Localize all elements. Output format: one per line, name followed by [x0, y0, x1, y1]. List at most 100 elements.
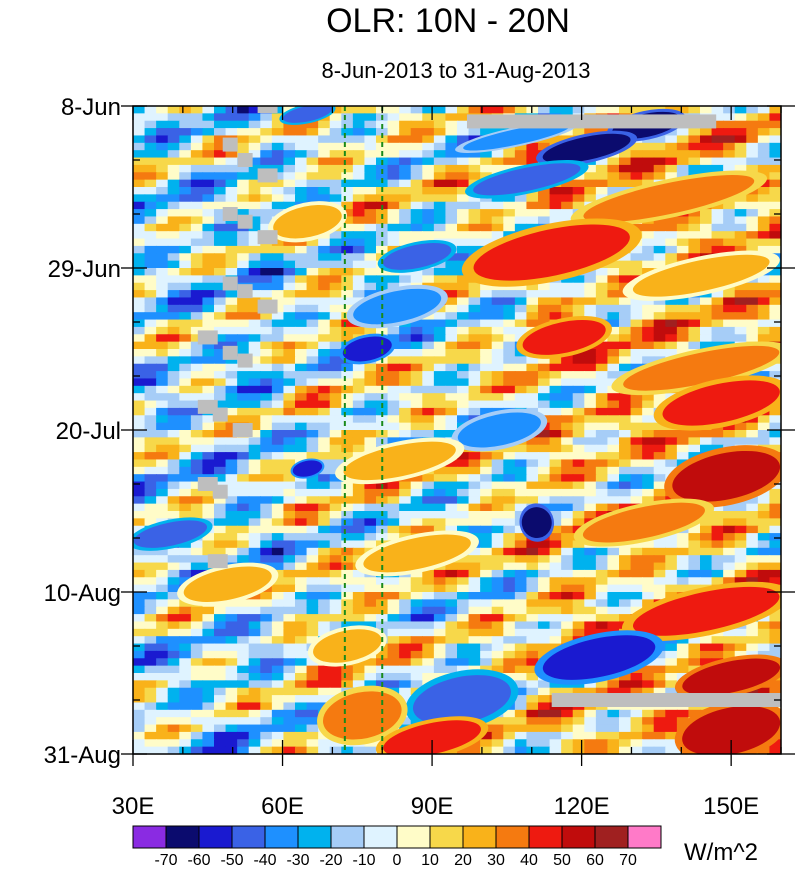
olr-cell: [144, 673, 157, 682]
olr-cell: [202, 194, 215, 203]
olr-cell: [561, 385, 574, 394]
olr-cell: [468, 518, 481, 527]
olr-cell: [433, 106, 447, 115]
olr-cell: [260, 665, 273, 674]
olr-cell: [144, 304, 157, 313]
olr-cell: [595, 378, 609, 387]
olr-cell: [271, 739, 285, 748]
olr-cell: [283, 673, 296, 682]
olr-cell: [133, 496, 146, 505]
olr-cell: [167, 474, 180, 483]
olr-cell: [260, 268, 273, 277]
olr-cell: [144, 444, 157, 453]
olr-cell: [457, 481, 470, 490]
olr-cell: [364, 673, 377, 682]
olr-cell: [190, 150, 204, 159]
olr-cell: [364, 415, 377, 424]
olr-cell: [248, 128, 261, 137]
olr-cell: [225, 430, 238, 439]
olr-cell: [526, 702, 539, 711]
olr-cell: [688, 142, 701, 151]
olr-cell: [549, 304, 562, 313]
olr-cell: [595, 569, 609, 578]
olr-cell: [688, 216, 701, 225]
olr-cell: [202, 290, 215, 299]
olr-cell: [399, 385, 412, 394]
olr-cell: [271, 680, 285, 689]
olr-cell: [561, 363, 574, 372]
olr-cell: [329, 120, 342, 129]
olr-cell: [445, 349, 458, 358]
olr-cell: [283, 304, 296, 313]
olr-cell: [433, 636, 447, 645]
olr-cell: [167, 702, 180, 711]
olr-cell: [190, 209, 204, 218]
olr-cell: [468, 378, 481, 387]
olr-cell: [422, 415, 435, 424]
olr-cell: [167, 290, 180, 299]
olr-cell: [422, 650, 435, 659]
olr-cell: [341, 393, 354, 402]
olr-cell: [271, 422, 285, 431]
olr-cell: [619, 363, 632, 372]
olr-cell: [700, 142, 713, 151]
olr-cell: [306, 709, 319, 718]
olr-cell: [352, 164, 366, 173]
olr-cell: [167, 746, 180, 754]
olr-cell: [619, 157, 632, 166]
olr-cell: [734, 120, 747, 129]
olr-cell: [156, 164, 169, 173]
olr-cell: [746, 282, 759, 291]
olr-cell: [561, 444, 574, 453]
olr-cell: [295, 290, 308, 299]
olr-cell: [595, 488, 609, 497]
olr-cell: [271, 628, 285, 637]
olr-cell: [503, 312, 516, 321]
olr-cell: [144, 290, 157, 299]
olr-cell: [757, 194, 771, 203]
olr-cell: [156, 511, 169, 520]
olr-cell: [653, 172, 666, 181]
olr-cell: [190, 223, 204, 232]
olr-cell: [769, 415, 781, 424]
olr-cell: [607, 739, 620, 748]
olr-cell: [538, 569, 551, 578]
olr-cell: [445, 592, 458, 601]
olr-cell: [225, 481, 238, 490]
olr-cell: [364, 430, 377, 439]
olr-cell: [179, 702, 192, 711]
olr-cell: [364, 216, 377, 225]
olr-cell: [167, 430, 180, 439]
olr-cell: [167, 547, 180, 556]
olr-cell: [133, 717, 146, 726]
olr-cell: [237, 253, 250, 262]
olr-cell: [584, 503, 597, 512]
olr-cell: [248, 555, 261, 564]
olr-cell: [480, 562, 493, 571]
olr-cell: [734, 540, 747, 549]
olr-cell: [665, 724, 678, 733]
olr-cell: [133, 709, 146, 718]
olr-cell: [237, 194, 250, 203]
olr-cell: [503, 577, 516, 586]
olr-cell: [422, 673, 435, 682]
olr-cell: [341, 518, 354, 527]
olr-cell: [491, 592, 504, 601]
olr-cell: [271, 326, 285, 335]
olr-cell: [561, 312, 574, 321]
olr-cell: [167, 245, 180, 254]
olr-cell: [457, 172, 470, 181]
olr-cell: [433, 341, 447, 350]
olr-cell: [595, 385, 609, 394]
olr-cell: [757, 562, 771, 571]
olr-cell: [572, 709, 585, 718]
olr-cell: [491, 643, 504, 652]
olr-cell: [329, 334, 342, 343]
olr-cell: [642, 555, 655, 564]
olr-cell: [225, 253, 238, 262]
olr-cell: [202, 739, 215, 748]
olr-cell: [318, 525, 331, 534]
olr-cell: [156, 606, 169, 615]
olr-cell: [190, 238, 204, 247]
olr-cell: [595, 363, 609, 372]
